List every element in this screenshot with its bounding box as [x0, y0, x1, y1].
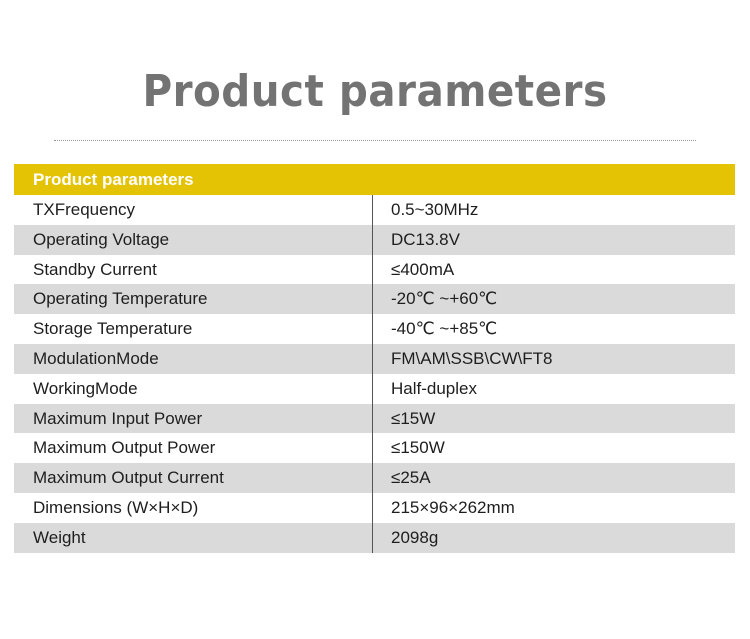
parameters-table: Product parameters TXFrequency 0.5~30MHz… — [14, 164, 735, 553]
param-value: ≤25A — [391, 468, 431, 488]
table-row: TXFrequency 0.5~30MHz — [14, 195, 735, 225]
param-label: Weight — [14, 522, 373, 553]
table-row: Weight 2098g — [14, 522, 735, 553]
table-header: Product parameters — [14, 164, 735, 195]
param-label: Maximum Output Power — [14, 433, 373, 464]
param-value: ≤15W — [391, 408, 436, 428]
param-label: Dimensions (W×H×D) — [14, 492, 373, 523]
param-value: 215×96×262mm — [391, 497, 515, 517]
page-title: Product parameters — [142, 66, 608, 117]
param-label: Standby Current — [14, 254, 373, 285]
param-label: WorkingMode — [14, 373, 373, 404]
table-row: Maximum Output Power ≤150W — [14, 433, 735, 464]
param-value: 2098g — [391, 527, 439, 547]
table-row: Operating Temperature -20℃ ~+60℃ — [14, 284, 735, 315]
param-value: ≤150W — [391, 438, 445, 458]
param-value: -40℃ ~+85℃ — [391, 319, 498, 339]
param-value: -20℃ ~+60℃ — [391, 289, 498, 309]
param-value: ≤400mA — [391, 259, 455, 279]
table-row: Dimensions (W×H×D) 215×96×262mm — [14, 492, 735, 523]
dotted-divider — [54, 140, 696, 141]
param-value: DC13.8V — [391, 229, 460, 249]
table-row: Maximum Output Current ≤25A — [14, 463, 735, 493]
param-label: Storage Temperature — [14, 314, 373, 344]
table-row: Operating Voltage DC13.8V — [14, 224, 735, 255]
param-label: Operating Temperature — [14, 284, 373, 315]
param-label: Operating Voltage — [14, 224, 373, 255]
table-row: Storage Temperature -40℃ ~+85℃ — [14, 314, 735, 344]
param-value: 0.5~30MHz — [391, 200, 479, 219]
table-row: Standby Current ≤400mA — [14, 254, 735, 285]
table-row: ModulationMode FM\AM\SSB\CW\FT8 — [14, 343, 735, 374]
param-label: Maximum Input Power — [14, 403, 373, 434]
param-label: Maximum Output Current — [14, 463, 373, 493]
param-value: Half-duplex — [391, 378, 477, 398]
table-row: Maximum Input Power ≤15W — [14, 403, 735, 434]
param-label: ModulationMode — [14, 343, 373, 374]
table-row: WorkingMode Half-duplex — [14, 373, 735, 404]
param-label: TXFrequency — [14, 195, 373, 225]
param-value: FM\AM\SSB\CW\FT8 — [391, 348, 553, 368]
